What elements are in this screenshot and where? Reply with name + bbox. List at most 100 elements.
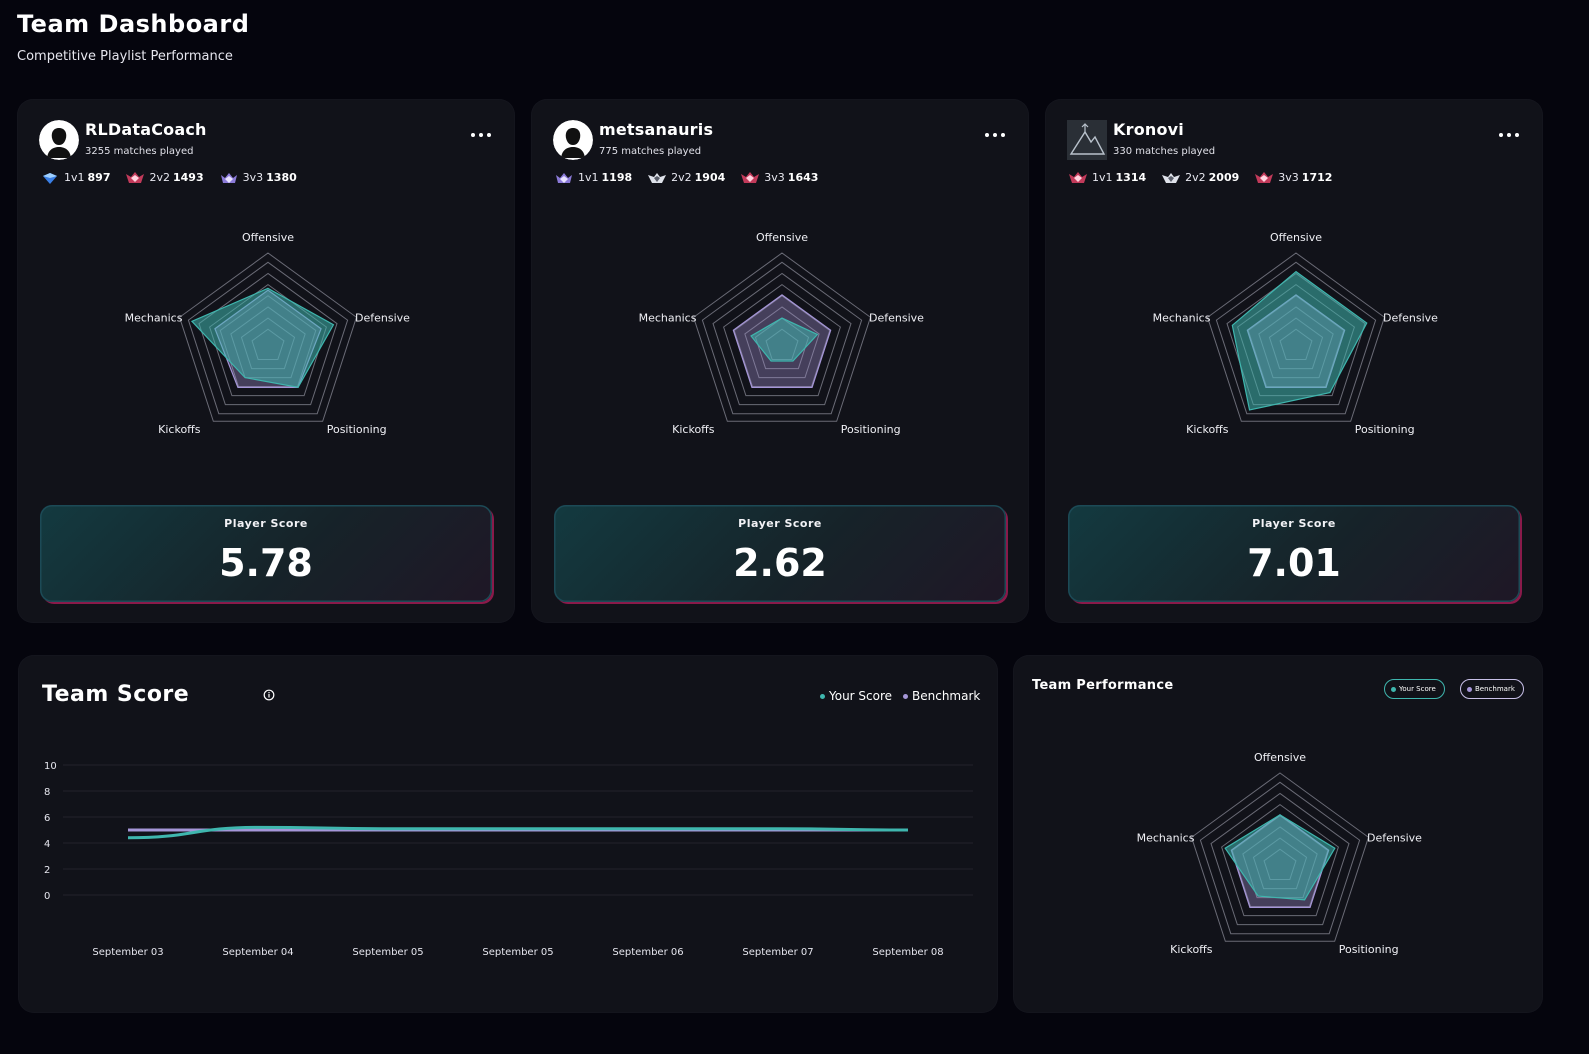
radar-axis-label-mechanics: Mechanics (1137, 831, 1195, 844)
radar-grid-ring (1206, 252, 1386, 422)
more-options-icon[interactable] (985, 129, 1005, 141)
x-tick-label: September 03 (92, 947, 163, 958)
player-card: Kronovi 330 matches played 1v1 1314 2v2 2009 3… (1045, 99, 1543, 623)
matches-played: 330 matches played (1113, 146, 1216, 157)
rank-mode: 3v3 (242, 171, 264, 184)
rank-mmr: 2009 (1208, 171, 1240, 184)
diamond-rank-icon (43, 172, 57, 184)
silhouette-avatar-icon (553, 120, 593, 160)
player-score-box: Player Score 5.78 (40, 505, 492, 602)
player-name[interactable]: metsanauris (599, 120, 714, 139)
rank-mmr: 1380 (266, 171, 297, 184)
rank-mmr: 1198 (601, 171, 633, 184)
grand-champion-rank-icon (126, 171, 145, 183)
radar-grid-ring (723, 284, 841, 397)
radar-axis-label-defensive: Defensive (1367, 831, 1422, 844)
team-score-card: Team Score Your Score Benchmark 0 2 4 6 8 10 S… (18, 655, 998, 1013)
grand-champion-rank-icon (1255, 171, 1274, 183)
rank-2v2: 2v2 1493 (126, 171, 204, 184)
info-icon[interactable] (263, 689, 275, 701)
grand-champion-rank-icon (741, 171, 760, 183)
player-score-value: 2.62 (733, 541, 827, 585)
rank-mmr: 1643 (787, 171, 819, 184)
player-score-box: Player Score 2.62 (554, 505, 1006, 602)
rank-1v1: 1v1 1198 (555, 171, 632, 184)
your-score-toggle[interactable]: Your Score (1384, 679, 1445, 699)
team-performance-card: Team Performance Your Score Benchmark Of… (1013, 655, 1543, 1013)
more-options-icon[interactable] (1499, 129, 1519, 141)
mountain-avatar-icon (1067, 120, 1107, 160)
rank-mode: 2v2 (1185, 171, 1206, 184)
your-score-area (750, 317, 819, 362)
grand-champion-rank-icon (1069, 171, 1087, 183)
rank-3v3: 3v3 1712 (1255, 171, 1332, 184)
player-card: metsanauris 775 matches played 1v1 1198 2v2 1… (531, 99, 1029, 623)
rank-2v2: 2v2 1904 (648, 171, 725, 184)
team-score-chart: 0 2 4 6 8 10 September 03 September 04 September… (44, 761, 973, 958)
your-score-dot-icon (1391, 686, 1396, 692)
radar-axis-label-kickoffs: Kickoffs (672, 423, 715, 436)
benchmark-toggle[interactable]: Benchmark (1460, 679, 1524, 699)
player-name[interactable]: RLDataCoach (85, 120, 207, 139)
x-tick-label: September 05 (352, 947, 423, 958)
radar-axis-label-offensive: Offensive (1270, 231, 1322, 244)
x-tick-label: September 07 (742, 947, 813, 958)
rank-mode: 1v1 (64, 171, 85, 184)
radar-axis-label-kickoffs: Kickoffs (158, 423, 201, 436)
rank-mode: 3v3 (764, 171, 785, 184)
rank-mmr: 1904 (694, 171, 726, 184)
rank-mmr: 897 (87, 171, 111, 184)
y-tick-label: 4 (44, 839, 50, 850)
player-radar: Offensive Defensive Positioning Kickoffs Mec… (639, 231, 924, 436)
player-name[interactable]: Kronovi (1113, 120, 1184, 139)
rank-3v3: 3v3 1643 (741, 171, 818, 184)
radar-axis-label-defensive: Defensive (355, 311, 410, 324)
radar-axis-label-mechanics: Mechanics (1153, 311, 1211, 324)
player-score-label: Player Score (224, 517, 308, 530)
rank-1v1: 1v1 897 (41, 171, 110, 184)
y-tick-label: 0 (44, 891, 50, 902)
player-score-label: Player Score (1252, 517, 1336, 530)
radar-grid-ring (1190, 772, 1370, 942)
radar-grid-ring (712, 272, 852, 406)
benchmark-dot-icon (1467, 686, 1472, 692)
radar-axis-label-defensive: Defensive (869, 311, 924, 324)
rank-list: 1v1 1314 2v2 2009 3v3 1712 (1069, 171, 1348, 184)
page-title: Team Dashboard (17, 10, 250, 38)
radar-axis-label-mechanics: Mechanics (639, 311, 697, 324)
rank-list: 1v1 1198 2v2 1904 3v3 1643 (555, 171, 834, 184)
your-score-dot-icon (820, 693, 825, 699)
radar-axis-label-offensive: Offensive (1254, 751, 1306, 764)
legend-your-score[interactable]: Your Score (820, 689, 892, 703)
radar-grid-ring (692, 252, 872, 422)
player-radar: Offensive Defensive Positioning Kickoffs Mec… (125, 231, 410, 436)
radar-axis-label-kickoffs: Kickoffs (1170, 943, 1213, 956)
radar-grid-ring (187, 261, 349, 415)
x-tick-label: September 05 (482, 947, 553, 958)
rank-mode: 1v1 (578, 171, 599, 184)
y-tick-label: 8 (44, 787, 50, 798)
legend-your-score-label: Your Score (829, 689, 893, 703)
radar-axis-label-positioning: Positioning (327, 423, 387, 436)
rank-1v1: 1v1 1314 (1069, 171, 1146, 184)
radar-grid-ring (178, 252, 358, 422)
team-performance-title: Team Performance (1032, 678, 1174, 693)
y-tick-label: 10 (44, 761, 57, 772)
radar-grid-ring (1210, 792, 1350, 926)
player-score-value: 7.01 (1247, 541, 1341, 585)
rank-list: 1v1 897 2v2 1493 3v3 1380 (41, 171, 313, 184)
rank-mmr: 1493 (173, 171, 204, 184)
matches-played: 3255 matches played (85, 146, 194, 157)
more-options-icon[interactable] (471, 129, 491, 141)
your-score-toggle-label: Your Score (1399, 685, 1436, 693)
radar-grid-ring (744, 306, 820, 379)
silhouette-avatar-icon (39, 120, 79, 160)
x-tick-label: September 08 (872, 947, 943, 958)
radar-axis-label-positioning: Positioning (841, 423, 901, 436)
rank-mode: 2v2 (671, 171, 692, 184)
radar-axis-label-offensive: Offensive (242, 231, 294, 244)
legend-benchmark[interactable]: Benchmark (903, 689, 980, 703)
champion-rank-icon (556, 172, 572, 183)
rank-mmr: 1712 (1301, 171, 1333, 184)
team-performance-radar: Offensive Defensive Positioning Kickoffs Mec… (1137, 751, 1422, 956)
